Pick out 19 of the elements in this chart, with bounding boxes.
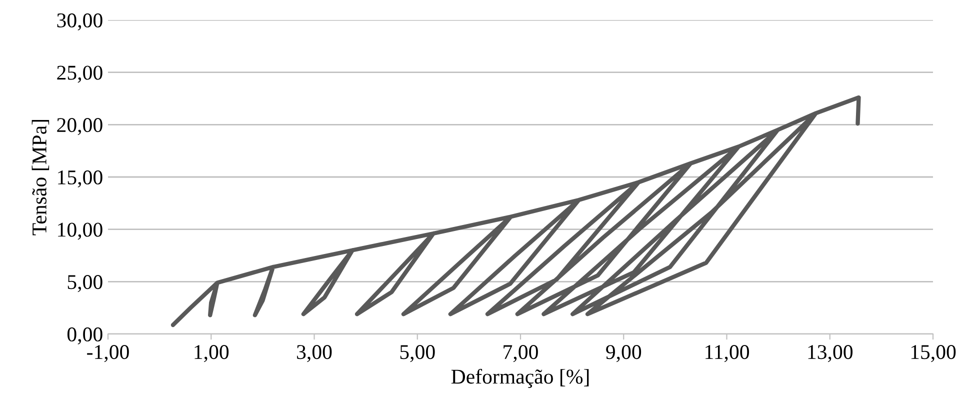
x-axis-title: Deformação [%] [451,368,589,388]
y-tick-label: 10,00 [58,222,102,240]
y-tick-label: 0,00 [67,327,102,344]
x-tick-label: 15,00 [911,345,956,362]
y-tick-label: 15,00 [58,170,102,188]
x-tick-label: 11,00 [706,345,750,362]
y-axis-title: Tensão [MPa] [32,120,50,236]
x-tick-label: 9,00 [606,345,642,362]
y-tick-label: 5,00 [68,275,102,292]
x-tick-label: 13,00 [808,345,853,362]
line-series [170,95,861,328]
y-tick-label: 20,00 [57,118,102,136]
x-tick-label: -1,00 [87,345,129,362]
y-tick-label: 30,00 [57,13,102,30]
x-tick-label: 1,00 [194,345,229,362]
x-tick-label: 5,00 [400,345,435,362]
x-tick-label: 7,00 [504,345,538,362]
y-tick-label: 25,00 [57,66,102,83]
x-tick-label: 3,00 [297,345,332,362]
